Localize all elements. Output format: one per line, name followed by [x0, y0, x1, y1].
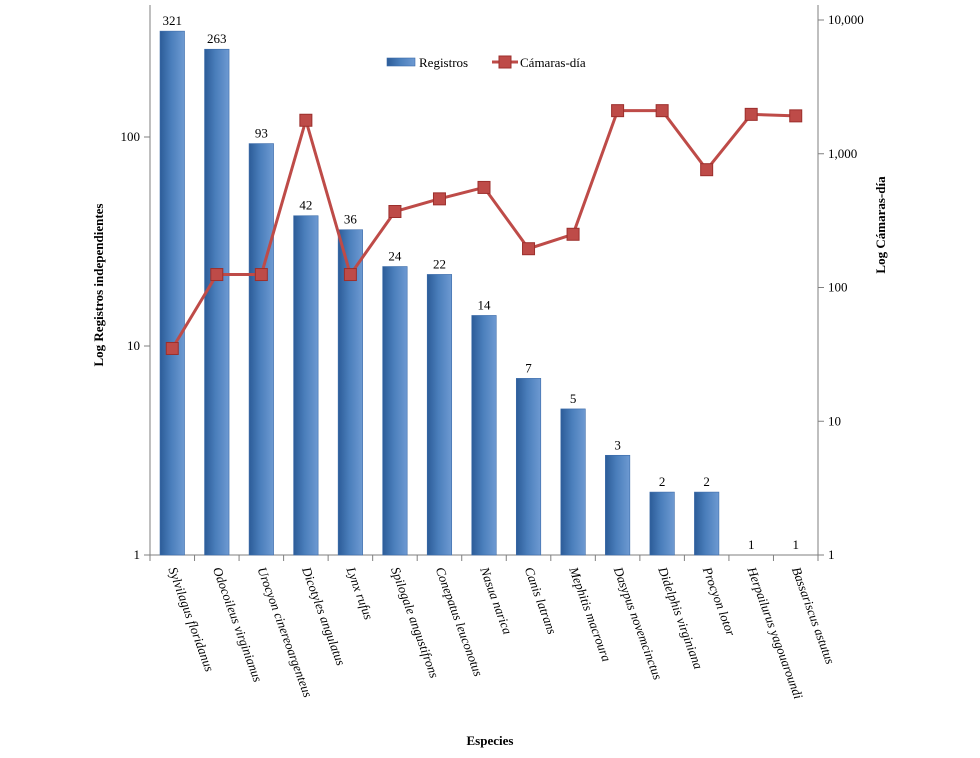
- category-label-4: Lynx rufus: [343, 564, 376, 622]
- line-point-8: [522, 242, 536, 256]
- legend-swatch-registros: [386, 57, 416, 67]
- y-axis-right-title: Log Cámaras-día: [873, 176, 888, 274]
- bar-data-label-9: 5: [570, 391, 577, 406]
- category-label-14: Bassariscus astutus: [789, 565, 838, 666]
- bar-9: [560, 408, 586, 556]
- bar-10: [605, 454, 631, 556]
- category-label-11: Didelphis virginiana: [655, 564, 706, 672]
- bar-data-label-4: 36: [344, 212, 358, 227]
- bar-data-label-3: 42: [299, 198, 312, 213]
- line-point-9: [566, 227, 580, 241]
- right-tick-label-1: 10: [828, 413, 841, 428]
- category-label-12: Procyon lotor: [700, 564, 739, 639]
- category-label-0: Sylvilagus floridanus: [165, 565, 217, 674]
- bar-2: [248, 143, 274, 556]
- bar-data-label-11: 2: [659, 474, 666, 489]
- right-tick-label-4: 10,000: [828, 12, 864, 27]
- bar-12: [694, 491, 720, 556]
- bar-11: [649, 491, 675, 556]
- y-axis-left-title: Log Registros independientes: [91, 204, 106, 367]
- bar-data-label-10: 3: [614, 437, 621, 452]
- bar-8: [515, 378, 542, 556]
- line-point-3: [299, 113, 313, 127]
- line-point-10: [611, 104, 625, 118]
- left-tick-label-2: 100: [121, 129, 141, 144]
- bar-0: [159, 30, 185, 556]
- bar-data-label-14: 1: [792, 537, 799, 552]
- line-point-1: [210, 268, 224, 282]
- category-label-6: Conepatus leuconotus: [433, 565, 486, 678]
- bar-3: [293, 215, 319, 556]
- bar-4: [337, 229, 363, 556]
- x-axis-title: Especies: [467, 733, 514, 748]
- bar-1: [204, 48, 230, 556]
- bar-data-label-0: 321: [163, 13, 183, 28]
- legend-marker-camaras: [498, 55, 512, 69]
- category-label-1: Odocoileus virginianus: [210, 565, 266, 684]
- legend-label-registros: Registros: [419, 55, 468, 70]
- line-point-2: [254, 268, 268, 282]
- right-tick-label-3: 1,000: [828, 146, 857, 161]
- bar-data-label-12: 2: [703, 474, 710, 489]
- category-label-5: Spilogale angustifrons: [388, 565, 442, 680]
- right-tick-label-2: 100: [828, 280, 848, 295]
- category-label-10: Dasypus novemcinctus: [610, 564, 665, 682]
- legend-label-camaras: Cámaras-día: [520, 55, 586, 70]
- line-point-12: [700, 163, 714, 177]
- legend: Registros Cámaras-día: [386, 55, 586, 70]
- category-label-8: Canis latrans: [522, 565, 560, 636]
- line-point-4: [343, 268, 357, 282]
- line-point-6: [432, 192, 446, 206]
- left-tick-label-0: 1: [134, 547, 141, 562]
- bar-data-label-1: 263: [207, 31, 227, 46]
- bar-data-label-2: 93: [255, 126, 268, 141]
- bar-5: [382, 266, 408, 556]
- bar-6: [426, 274, 453, 556]
- bar-data-label-7: 14: [478, 297, 492, 312]
- category-label-3: Dicotyles angulatus: [299, 564, 349, 667]
- left-tick-label-1: 10: [127, 338, 140, 353]
- bar-data-label-5: 24: [388, 249, 402, 264]
- bar-7: [471, 315, 497, 556]
- line-point-11: [655, 104, 669, 118]
- bar-data-label-6: 22: [433, 256, 446, 271]
- line-point-14: [789, 109, 803, 123]
- right-tick-label-0: 1: [828, 547, 835, 562]
- category-label-9: Mephitis macroura: [566, 564, 615, 664]
- line-point-7: [477, 180, 491, 194]
- line-point-0: [165, 341, 179, 355]
- category-label-7: Nasua narica: [477, 564, 516, 637]
- line-point-5: [388, 205, 402, 219]
- line-point-13: [744, 107, 758, 121]
- bar-data-label-8: 7: [525, 360, 532, 375]
- bar-data-label-13: 1: [748, 537, 755, 552]
